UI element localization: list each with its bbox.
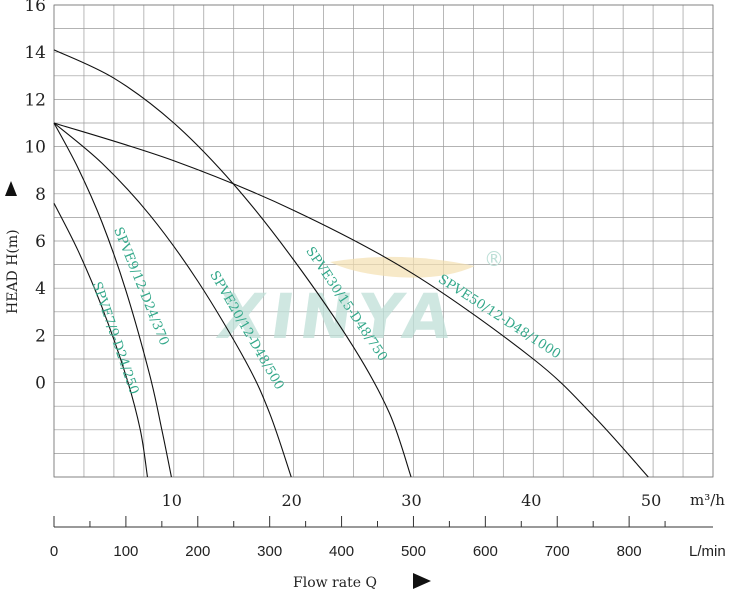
curve-series-2 xyxy=(53,122,172,478)
curve-series-5 xyxy=(53,122,649,478)
watermark-logo-text: XINYA xyxy=(212,280,462,353)
x-tick-label-lmin: 400 xyxy=(329,543,354,560)
x-tick-label-m3h: 50 xyxy=(641,491,661,510)
x-axis-ticks-lmin: 0 100 200 300 400 500 600 700 800 xyxy=(50,516,666,560)
watermark: XINYA ® xyxy=(212,247,504,353)
x-tick-label-m3h: 40 xyxy=(521,491,541,510)
x-axis-ticks-m3h: 10 20 30 40 50 xyxy=(162,491,662,510)
x-tick-label-lmin: 500 xyxy=(401,543,426,560)
x-axis-arrow-icon xyxy=(413,573,431,589)
x-tick-label-lmin: 300 xyxy=(257,543,282,560)
curve-label-1: SPVE7/9-D24/250 xyxy=(89,280,142,396)
unit-lmin: L/min xyxy=(689,543,726,560)
unit-m3h: m³/h xyxy=(690,491,725,509)
x-tick-label-lmin: 0 xyxy=(50,543,58,560)
y-axis-arrow-icon xyxy=(5,181,17,196)
x-tick-label-lmin: 200 xyxy=(185,543,210,560)
x-tick-label-lmin: 800 xyxy=(617,543,642,560)
y-tick-label: 12 xyxy=(24,90,46,110)
watermark-registered-mark: ® xyxy=(484,247,504,271)
curve-series-3 xyxy=(53,122,292,478)
x-tick-label-m3h: 20 xyxy=(281,491,301,510)
y-tick-label: 8 xyxy=(35,185,46,205)
y-tick-label: 14 xyxy=(24,43,46,63)
y-tick-label: 6 xyxy=(35,232,46,252)
x-tick-label-m3h: 10 xyxy=(162,491,182,510)
curves xyxy=(53,49,649,478)
y-tick-label: 4 xyxy=(35,279,46,299)
x-tick-label-m3h: 30 xyxy=(401,491,421,510)
x-tick-label-lmin: 700 xyxy=(545,543,570,560)
y-axis-ticks: 16 14 12 10 8 6 4 2 0 xyxy=(24,0,46,394)
y-tick-label: 16 xyxy=(24,0,46,16)
y-tick-label: 2 xyxy=(35,326,46,346)
y-tick-label: 10 xyxy=(24,138,46,158)
x-tick-label-lmin: 100 xyxy=(113,543,138,560)
curve-series-4 xyxy=(53,49,412,478)
x-axis-title: Flow rate Q xyxy=(293,575,377,591)
grid xyxy=(53,4,714,478)
curve-series-1 xyxy=(53,202,149,478)
x-tick-label-lmin: 600 xyxy=(473,543,498,560)
y-tick-label: 0 xyxy=(35,374,46,394)
plot-frame xyxy=(53,4,714,478)
y-axis-title: HEAD H(m) xyxy=(5,229,21,314)
